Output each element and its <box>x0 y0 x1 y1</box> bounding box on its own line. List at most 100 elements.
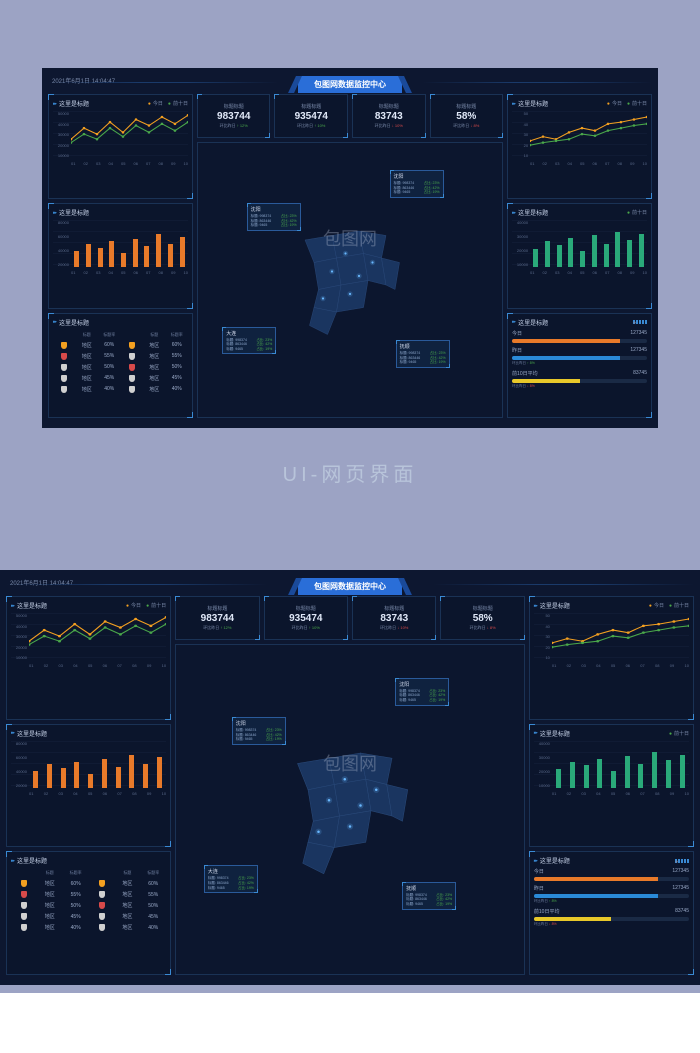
table-row: 地区50%地区50% <box>53 362 188 373</box>
shield-icon <box>21 902 27 909</box>
table-row: 地区45%地区45% <box>11 911 166 922</box>
kpi-value: 58% <box>456 111 476 122</box>
kpi-delta: 环比昨日 ↓ 8% <box>470 625 496 631</box>
line-chart: 1020304050 01020304050607080910 <box>512 111 647 166</box>
shield-icon <box>21 913 27 920</box>
bar-chart: 10000200003000040000 0102030405060708091… <box>534 741 689 796</box>
table-row: 地区50%地区50% <box>11 900 166 911</box>
shield-icon <box>99 913 105 920</box>
kpi-label: 标题标题 <box>384 605 404 612</box>
panel-title: 这里是标题 <box>53 99 89 108</box>
banner-text: UI-网页界面 <box>0 458 700 487</box>
panel-title: 这里是标题 <box>53 208 89 217</box>
kpi-value: 83743 <box>380 613 408 624</box>
legend: 今日前十日 <box>148 100 188 107</box>
map-callout: 沈阳 标题: 998374占比: 23%标题: 863446占比: 42%标题:… <box>247 203 301 231</box>
map-callout: 抚顺 标题: 998374占比: 23%标题: 863446占比: 42%标题:… <box>402 882 456 910</box>
kpi-delta: 环比昨日 ↓ 10% <box>375 123 403 129</box>
panel-title: 这里是标题 <box>11 729 47 738</box>
shield-icon <box>99 891 105 898</box>
kpi-label: 标题标题 <box>224 103 244 110</box>
table-row: 地区60%地区60% <box>53 340 188 351</box>
panel-title: 这里是标题 <box>512 318 548 327</box>
kpi-label: 标题标题 <box>301 103 321 110</box>
kpi-label: 标题标题 <box>379 103 399 110</box>
table-row: 地区40%地区40% <box>11 922 166 933</box>
shield-icon <box>61 353 67 360</box>
progress-item: 昨日127345 环比昨日 ↑ 8% <box>534 885 689 904</box>
panel-line-left: 这里是标题 今日前十日 1000020000300004000050000 01… <box>48 94 193 199</box>
kpi-value: 983744 <box>201 613 234 624</box>
shield-icon <box>21 924 27 931</box>
kpi-label: 标题标题 <box>296 605 316 612</box>
panel-line-left: 这里是标题 今日前十日 1000020000300004000050000 01… <box>6 596 171 720</box>
shield-icon <box>129 386 135 393</box>
panel-bar-left: 这里是标题 20000400006000080000 0102030405060… <box>48 203 193 308</box>
kpi-card: 标题标题 983744 环比昨日 ↑ 12% <box>175 596 259 640</box>
shield-icon <box>129 342 135 349</box>
table-row: 地区40%地区40% <box>53 384 188 395</box>
kpi-value: 83743 <box>375 111 403 122</box>
kpi-row: 标题标题 983744 环比昨日 ↑ 12% 标题标题 935474 环比昨日 … <box>197 94 503 138</box>
legend: 前十日 <box>627 209 647 216</box>
panel-bar-left: 这里是标题 20000400006000080000 0102030405060… <box>6 724 171 848</box>
bar-chart: 20000400006000080000 0102030405060708091… <box>11 741 166 796</box>
legend-stripe <box>675 859 689 863</box>
shield-icon <box>61 375 67 382</box>
panel-title: 这里是标题 <box>512 99 548 108</box>
shield-icon <box>129 375 135 382</box>
shield-icon <box>99 880 105 887</box>
map-callout: 沈阳 标题: 998374占比: 23%标题: 863446占比: 42%标题:… <box>390 170 444 198</box>
shield-icon <box>61 342 67 349</box>
ranking-table: 标题标题率标题标题率 地区60%地区60%地区55%地区55%地区50%地区50… <box>53 330 188 395</box>
progress-item: 昨日127345 环比昨日 ↑ 8% <box>512 347 647 366</box>
kpi-card: 标题标题 935474 环比昨日 ↑ 10% <box>264 596 348 640</box>
kpi-value: 58% <box>473 613 493 624</box>
line-chart: 1000020000300004000050000 01020304050607… <box>53 111 188 166</box>
progress-list: 今日127345 昨日127345 环比昨日 ↑ 8% 前10日平均83745 … <box>534 868 689 927</box>
legend: 今日前十日 <box>126 602 166 609</box>
progress-list: 今日127345 昨日127345 环比昨日 ↑ 8% 前10日平均83745 … <box>512 330 647 389</box>
kpi-value: 983744 <box>217 111 250 122</box>
shield-icon <box>129 364 135 371</box>
panel-title: 这里是标题 <box>11 601 47 610</box>
panel-title: 这里是标题 <box>11 856 47 865</box>
kpi-delta: 环比昨日 ↓ 8% <box>453 123 479 129</box>
map-callout: 沈阳 标题: 998374占比: 23%标题: 863446占比: 42%标题:… <box>232 717 286 745</box>
kpi-card: 标题标题 58% 环比昨日 ↓ 8% <box>440 596 524 640</box>
panel-title: 这里是标题 <box>534 729 570 738</box>
panel-title: 这里是标题 <box>53 318 89 327</box>
kpi-value: 935474 <box>289 613 322 624</box>
shield-icon <box>99 924 105 931</box>
map-area: 沈阳 标题: 998374占比: 23%标题: 863446占比: 42%标题:… <box>197 142 503 418</box>
legend: 今日前十日 <box>607 100 647 107</box>
panel-progress: 这里是标题 今日127345 昨日127345 环比昨日 ↑ 8% 前10日平均… <box>529 851 694 975</box>
kpi-card: 标题标题 83743 环比昨日 ↓ 10% <box>352 596 436 640</box>
kpi-delta: 环比昨日 ↑ 12% <box>203 625 231 631</box>
bar-chart: 20000400006000080000 0102030405060708091… <box>53 220 188 275</box>
bar-chart: 10000200003000040000 0102030405060708091… <box>512 220 647 275</box>
shield-icon <box>21 880 27 887</box>
shield-icon <box>129 353 135 360</box>
panel-line-right: 这里是标题 今日前十日 1020304050 01020304050607080… <box>507 94 652 199</box>
legend: 前十日 <box>669 730 689 737</box>
progress-item: 前10日平均83745 环比昨日 ↓ 8% <box>512 370 647 389</box>
bottom-bar <box>0 993 700 1053</box>
shield-icon <box>61 364 67 371</box>
map-callout: 大连 标题: 998374占比: 23%标题: 863446占比: 42%标题:… <box>204 865 258 893</box>
kpi-label: 标题标题 <box>473 605 493 612</box>
kpi-card: 标题标题 983744 环比昨日 ↑ 12% <box>197 94 271 138</box>
map-callout: 抚顺 标题: 998374占比: 23%标题: 863446占比: 42%标题:… <box>396 340 450 368</box>
kpi-value: 935474 <box>295 111 328 122</box>
kpi-delta: 环比昨日 ↑ 10% <box>297 123 325 129</box>
map-callout: 大连 标题: 998374占比: 23%标题: 863446占比: 42%标题:… <box>222 327 276 355</box>
legend-stripe <box>633 320 647 324</box>
kpi-row: 标题标题 983744 环比昨日 ↑ 12% 标题标题 935474 环比昨日 … <box>175 596 525 640</box>
panel-bar-right: 这里是标题 前十日 10000200003000040000 010203040… <box>507 203 652 308</box>
panel-line-right: 这里是标题 今日前十日 1020304050 01020304050607080… <box>529 596 694 720</box>
kpi-card: 标题标题 58% 环比昨日 ↓ 8% <box>430 94 504 138</box>
panel-bar-right: 这里是标题 前十日 10000200003000040000 010203040… <box>529 724 694 848</box>
panel-table: 这里是标题 标题标题率标题标题率 地区60%地区60%地区55%地区55%地区5… <box>6 851 171 975</box>
kpi-delta: 环比昨日 ↑ 10% <box>292 625 320 631</box>
table-row: 地区55%地区55% <box>53 351 188 362</box>
